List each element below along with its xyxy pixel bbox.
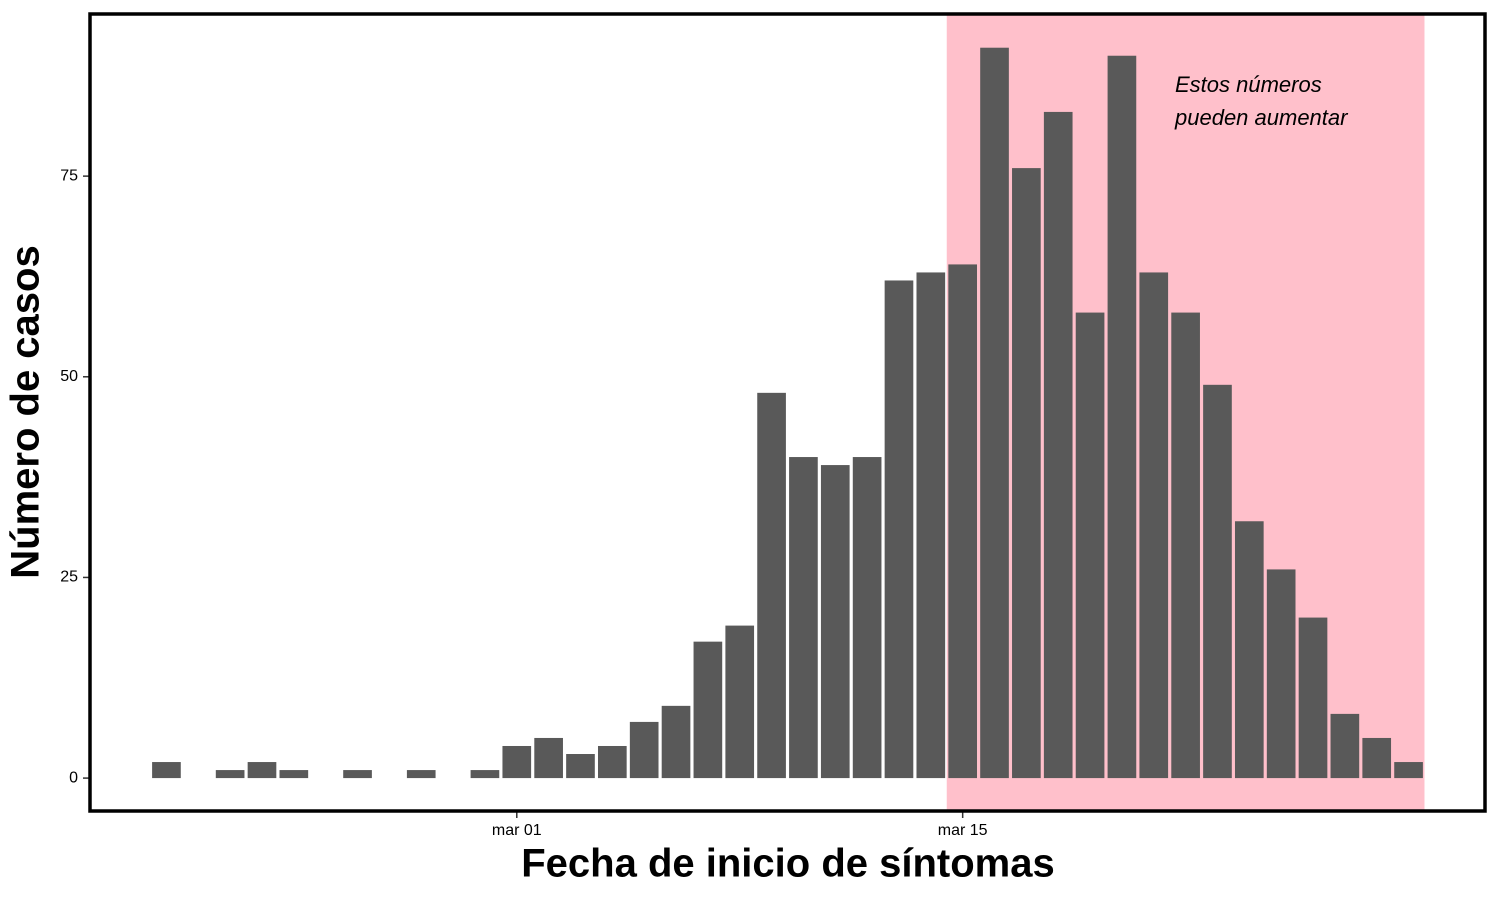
bar xyxy=(916,272,946,779)
bar xyxy=(1075,312,1105,779)
bar xyxy=(1139,272,1169,779)
bar xyxy=(597,745,627,779)
bar xyxy=(980,47,1009,779)
bar xyxy=(1171,312,1200,779)
bar xyxy=(1330,713,1360,779)
annotation: pueden aumentar xyxy=(1174,105,1349,130)
bar xyxy=(852,457,882,779)
bar xyxy=(215,770,245,779)
bar xyxy=(757,392,786,779)
bar xyxy=(789,457,818,779)
bar xyxy=(1043,111,1073,779)
x-tick-label: mar 15 xyxy=(938,822,988,839)
bar xyxy=(820,465,850,779)
bar xyxy=(152,762,181,779)
y-axis-title: Número de casos xyxy=(4,245,48,578)
bar xyxy=(406,770,436,779)
bar xyxy=(279,770,309,779)
y-tick-label: 25 xyxy=(60,569,78,586)
bar xyxy=(502,745,532,779)
bar xyxy=(343,770,372,779)
y-tick-label: 75 xyxy=(60,167,78,184)
bar xyxy=(1362,737,1392,779)
panel-border xyxy=(88,12,1487,813)
y-tick-label: 50 xyxy=(60,368,78,385)
bar xyxy=(1266,569,1296,779)
bar xyxy=(534,737,563,779)
y-tick-label: 0 xyxy=(69,769,78,786)
bar xyxy=(247,762,277,779)
bar xyxy=(1203,384,1232,779)
bar xyxy=(1394,762,1423,779)
bar xyxy=(884,280,914,779)
bar xyxy=(693,641,723,779)
bar xyxy=(725,625,755,779)
bar xyxy=(1298,617,1328,779)
bar xyxy=(661,705,691,779)
bar xyxy=(1012,168,1041,779)
bar xyxy=(470,770,500,779)
bar xyxy=(1234,521,1264,779)
x-axis-title: Fecha de inicio de síntomas xyxy=(521,842,1054,886)
bar xyxy=(629,721,659,779)
x-tick-label: mar 01 xyxy=(492,822,542,839)
annotation: Estos números xyxy=(1175,72,1322,97)
bar xyxy=(1107,55,1137,779)
bar xyxy=(566,754,595,779)
bar xyxy=(948,264,978,779)
